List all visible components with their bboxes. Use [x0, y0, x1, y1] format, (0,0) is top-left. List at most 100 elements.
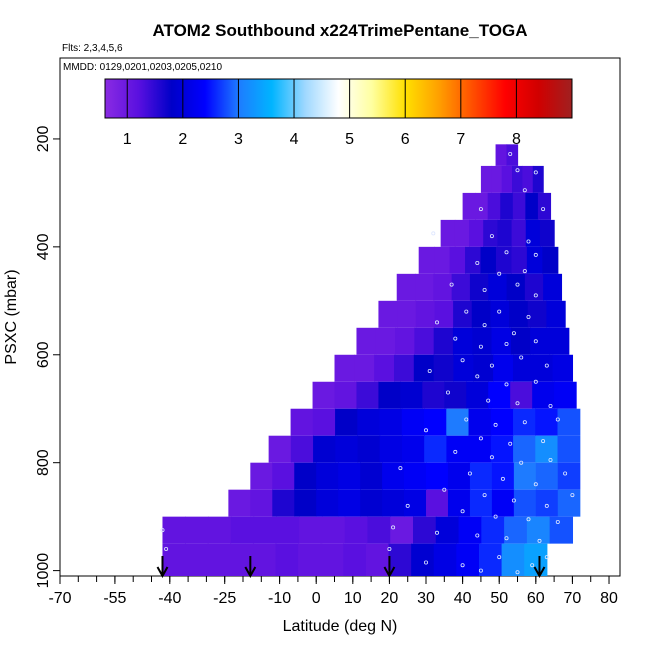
heatmap-cell [418, 246, 435, 274]
sample-point [526, 314, 531, 319]
heatmap-cell [400, 381, 423, 409]
heatmap-cell [434, 300, 454, 328]
heatmap-cell [397, 300, 417, 328]
heatmap-cell [335, 408, 358, 436]
sample-point [467, 471, 472, 476]
heatmap-cell [320, 543, 344, 577]
heatmap-cell [452, 327, 473, 355]
sample-point [489, 234, 494, 239]
sample-point [431, 231, 436, 236]
heatmap-cell [268, 435, 292, 463]
sample-point [555, 417, 560, 422]
sample-point [515, 168, 520, 173]
y-tick-label: 800 [35, 449, 52, 476]
heatmap-cell [552, 354, 574, 382]
x-tick-label: 10 [344, 590, 362, 607]
heatmap-cell [343, 543, 367, 577]
heatmap-cell [495, 144, 508, 166]
heatmap-cell [501, 543, 525, 577]
heatmap-cell [506, 273, 526, 301]
sample-point [405, 503, 410, 508]
heatmap-cell [433, 543, 457, 577]
heatmap-cell [542, 246, 559, 274]
heatmap-cell [162, 516, 186, 544]
colorbar-gradient [104, 78, 573, 119]
sample-point [504, 536, 509, 541]
sample-point [453, 336, 458, 341]
heatmap-cell [458, 516, 482, 544]
heatmap-cell [447, 462, 471, 490]
heatmap-cell [465, 246, 482, 274]
heatmap-cell [379, 435, 403, 463]
heatmap-cell [375, 327, 396, 355]
sample-point [533, 170, 538, 175]
heatmap-cell [185, 516, 209, 544]
heatmap-cell [468, 435, 492, 463]
heatmap-cell [276, 516, 300, 544]
heatmap-cell [513, 462, 537, 490]
heatmap-cell [532, 381, 555, 409]
heatmap-cell [546, 300, 566, 328]
sample-point [515, 401, 520, 406]
heatmap-cell [535, 489, 559, 517]
heatmap-cell [446, 408, 470, 436]
heatmap-cell [312, 381, 336, 409]
heatmap-cell [252, 543, 277, 577]
sample-point [504, 250, 509, 255]
sample-point [504, 341, 509, 346]
heatmap-cell [453, 354, 474, 382]
sample-point [563, 471, 568, 476]
heatmap-cell [469, 462, 493, 490]
heatmap-cell [462, 192, 476, 220]
heatmap-cell [275, 543, 299, 577]
heatmap-cell [522, 165, 534, 193]
heatmap-cell [512, 354, 534, 382]
sample-point [500, 476, 505, 481]
heatmap-cell [480, 246, 497, 274]
sample-point [478, 344, 483, 349]
heatmap-cell [478, 543, 503, 577]
heatmap-cell [493, 354, 514, 382]
dates-label: MMDD: 0129,0201,0203,0205,0210 [63, 62, 222, 73]
heatmap-cell [530, 327, 551, 355]
sample-point [515, 282, 520, 287]
sample-point [423, 428, 428, 433]
heatmap-cell [426, 489, 449, 517]
heatmap-cell [525, 192, 539, 220]
sample-point [519, 460, 524, 465]
heatmap-cell [535, 462, 559, 490]
sample-point [434, 530, 439, 535]
sample-point [544, 555, 549, 560]
heatmap-cell [360, 489, 383, 517]
colorbar-tick-label: 2 [178, 131, 187, 148]
sample-point [544, 363, 549, 368]
heatmap-cell [379, 408, 403, 436]
sample-point [522, 188, 527, 193]
heatmap-cell [447, 489, 471, 517]
sample-point [537, 538, 542, 543]
sample-point [511, 331, 516, 336]
sample-point [475, 374, 480, 379]
sample-point [478, 207, 483, 212]
heatmap-cell [497, 219, 513, 247]
heatmap-cell [513, 408, 536, 436]
sample-point [160, 528, 165, 533]
sample-point [555, 520, 560, 525]
heatmap-cell [316, 489, 339, 517]
heatmap-cell [357, 408, 381, 436]
x-tick-label: -55 [103, 590, 126, 607]
sample-point [533, 252, 538, 257]
heatmap-cell [483, 219, 498, 247]
heatmap-cell [354, 354, 375, 382]
x-tick-label: 20 [381, 590, 399, 607]
sample-point [508, 441, 513, 446]
heatmap-cell [491, 165, 503, 193]
heatmap-cell [253, 516, 277, 544]
y-tick-label: 200 [35, 125, 52, 152]
heatmap-cell [453, 300, 473, 328]
heatmap-cell [207, 543, 231, 577]
heatmap-cell [424, 435, 447, 463]
heatmap-cell [487, 192, 501, 220]
heatmap-cell [554, 381, 577, 409]
x-axis-label: Latitude (deg N) [283, 618, 398, 635]
